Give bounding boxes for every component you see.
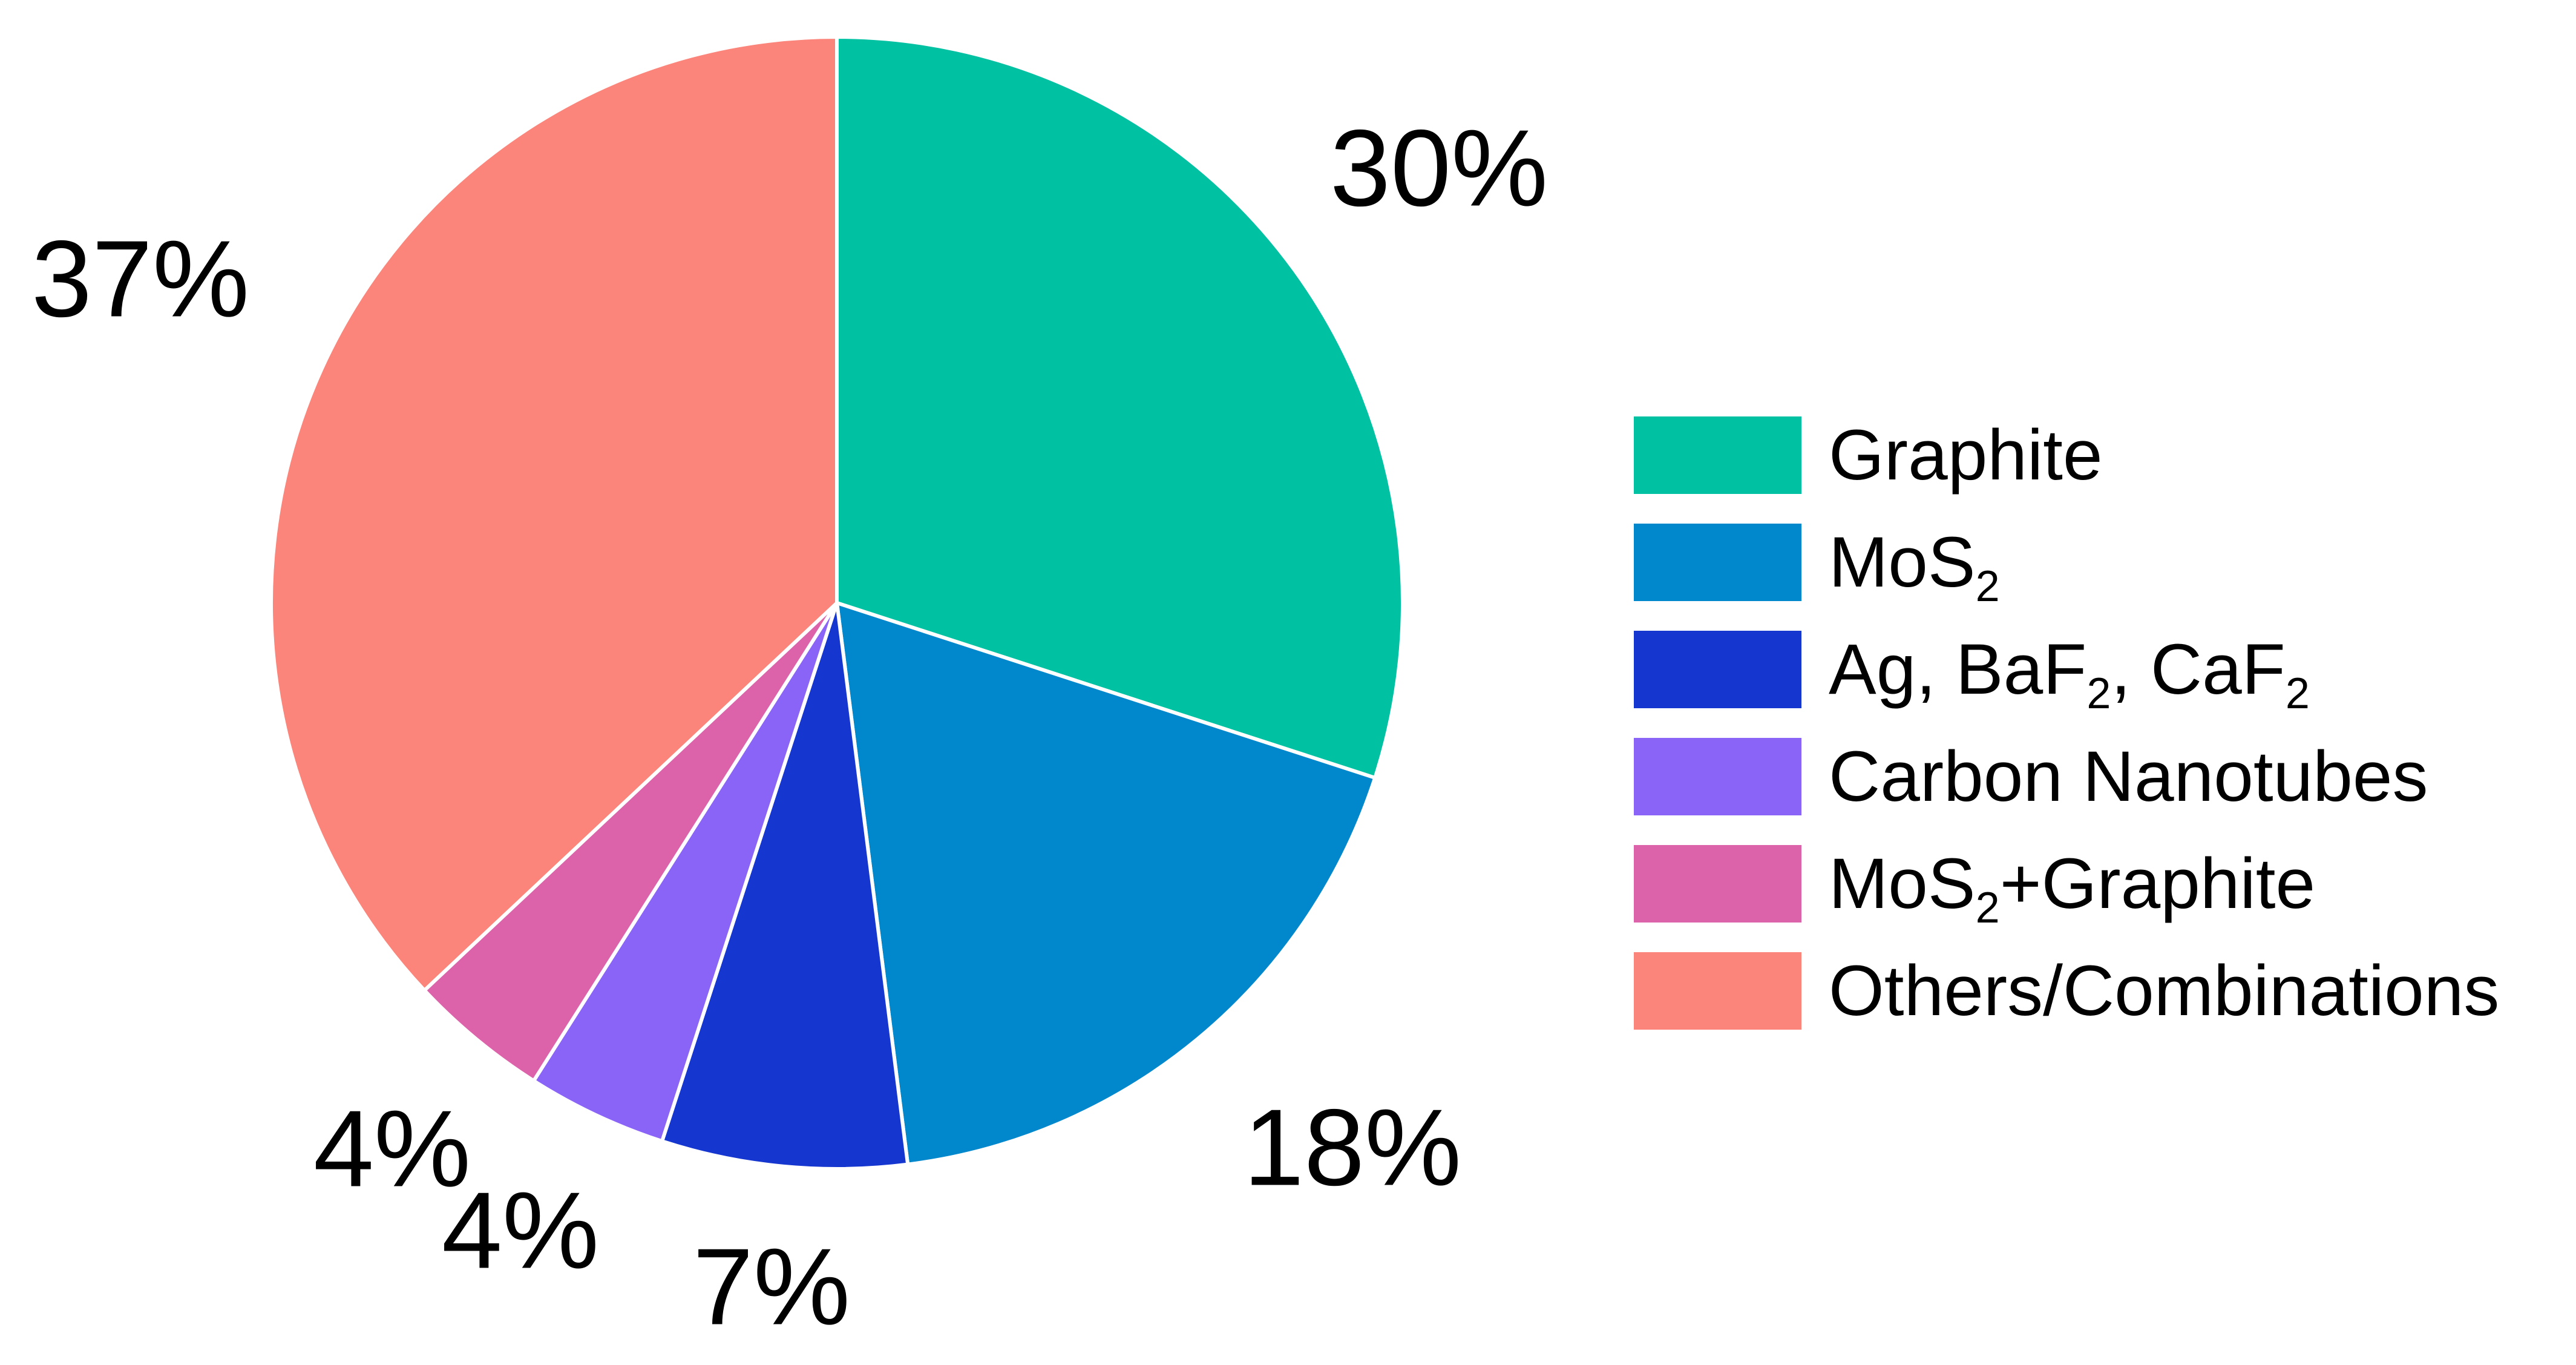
legend-label: Ag, BaF2, CaF2 bbox=[1829, 630, 2310, 718]
pie-slice-graphite bbox=[835, 35, 1404, 780]
legend: Graphite MoS2 Ag, BaF2, CaF2 Carbon Nanotub… bbox=[1634, 415, 2499, 1031]
legend-item-carbon-nanotubes: Carbon Nanotubes bbox=[1634, 737, 2428, 817]
pie-label-mos2-graphite: 4% bbox=[313, 1088, 471, 1210]
legend-item-ag-baf2-caf2: Ag, BaF2, CaF2 bbox=[1634, 630, 2310, 718]
legend-item-others-combinations: Others/Combinations bbox=[1634, 951, 2499, 1031]
pie-label-carbon-nanotubes: 4% bbox=[442, 1170, 599, 1292]
legend-label: Others/Combinations bbox=[1829, 951, 2499, 1031]
pie-label-graphite: 30% bbox=[1330, 108, 1548, 229]
pie-slice-carbon-nanotubes bbox=[532, 601, 839, 1143]
pie-slice-others-combinations bbox=[269, 35, 839, 993]
legend-swatch bbox=[1634, 952, 1801, 1030]
legend-swatch bbox=[1634, 631, 1801, 708]
pie-slice-mos2-graphite bbox=[422, 601, 839, 1083]
legend-swatch bbox=[1634, 416, 1801, 494]
pie-slice-mos2 bbox=[835, 601, 1377, 1166]
legend-swatch bbox=[1634, 738, 1801, 815]
legend-item-mos2: MoS2 bbox=[1634, 522, 2000, 611]
pie-percentage-labels: 30% 18% 7% 4%4% 37% bbox=[31, 108, 1548, 1348]
legend-label: Graphite bbox=[1829, 415, 2103, 495]
pie-slices bbox=[269, 35, 1404, 1171]
legend-item-graphite: Graphite bbox=[1634, 415, 2103, 495]
pie-slice-ag-baf2-caf2 bbox=[660, 601, 910, 1171]
legend-label: MoS2+Graphite bbox=[1829, 844, 2315, 932]
legend-swatch bbox=[1634, 845, 1801, 923]
pie-label-others-combinations: 37% bbox=[31, 219, 249, 340]
legend-item-mos2-graphite: MoS2+Graphite bbox=[1634, 844, 2315, 932]
legend-label: MoS2 bbox=[1829, 522, 2000, 611]
legend-swatch bbox=[1634, 524, 1801, 601]
pie-label-mos2: 18% bbox=[1244, 1087, 1461, 1209]
pie-label-ag-baf2-caf2: 7% bbox=[693, 1226, 850, 1348]
legend-label: Carbon Nanotubes bbox=[1829, 737, 2428, 817]
